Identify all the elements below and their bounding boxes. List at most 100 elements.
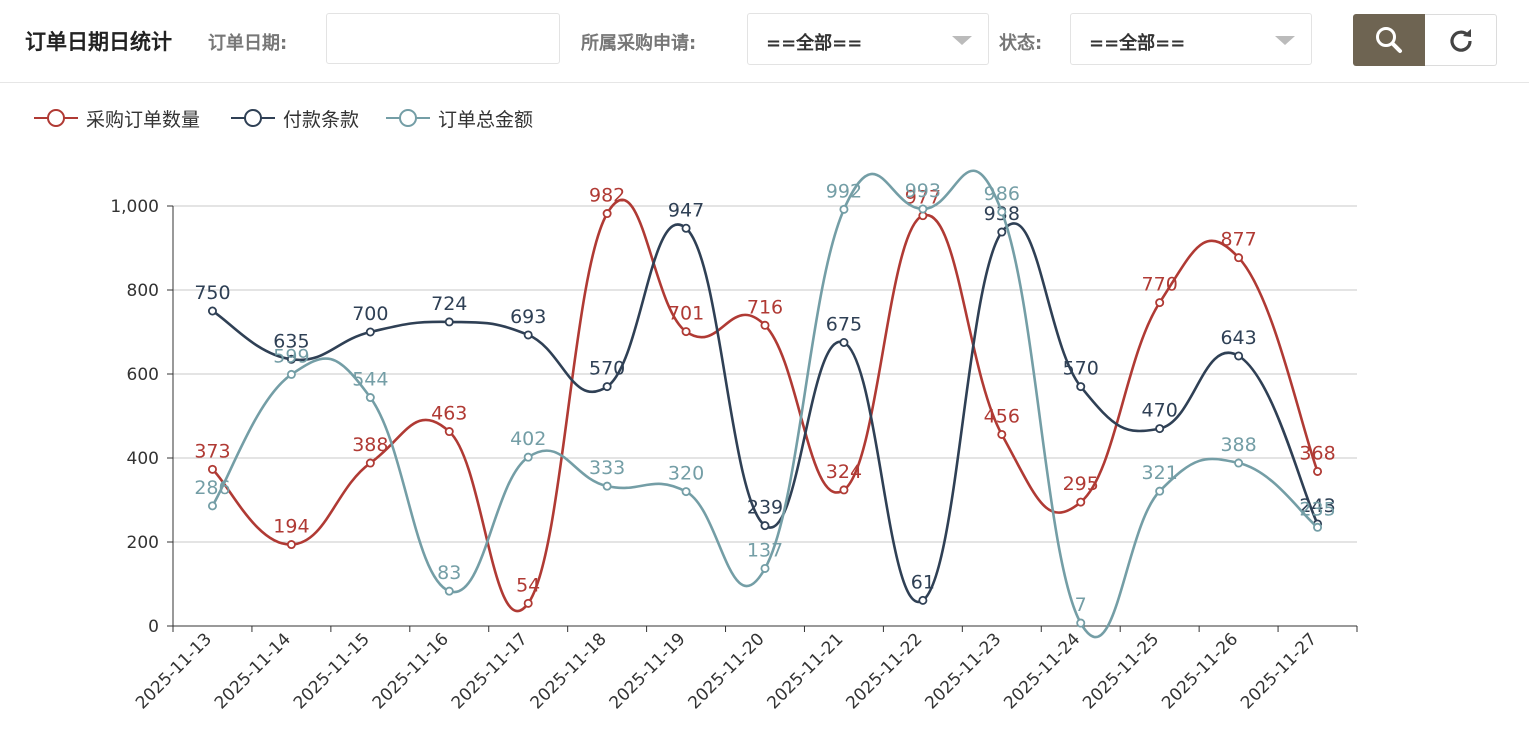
status-select[interactable]: ==全部== <box>1070 13 1312 65</box>
series-line-1 <box>211 198 1319 613</box>
x-tick-label: 2025-11-15 <box>290 629 374 713</box>
data-point[interactable] <box>1155 424 1165 434</box>
data-label: 992 <box>826 180 862 202</box>
data-point[interactable] <box>997 429 1007 439</box>
data-point[interactable] <box>1076 497 1086 507</box>
data-label: 54 <box>516 574 540 596</box>
legend-marker-series-3 <box>386 109 430 127</box>
data-point[interactable] <box>839 485 849 495</box>
legend-item-series-3[interactable]: 订单总金额 <box>386 104 546 132</box>
x-tick-label: 2025-11-27 <box>1237 629 1321 713</box>
data-point[interactable] <box>602 209 612 219</box>
data-point[interactable] <box>444 586 454 596</box>
status-label: 状态: <box>999 33 1043 54</box>
data-point[interactable] <box>760 521 770 531</box>
legend-marker-series-2 <box>231 109 275 127</box>
refresh-button[interactable] <box>1425 14 1497 66</box>
data-point[interactable] <box>286 540 296 550</box>
data-point[interactable] <box>207 501 217 511</box>
data-point[interactable] <box>681 223 691 233</box>
data-point[interactable] <box>681 327 691 337</box>
data-point[interactable] <box>760 563 770 573</box>
data-label: 239 <box>747 497 783 519</box>
x-tick-label: 2025-11-19 <box>606 629 690 713</box>
x-tick-label: 2025-11-24 <box>1000 629 1084 713</box>
data-point[interactable] <box>523 598 533 608</box>
data-label: 750 <box>194 282 230 304</box>
purchase-request-select[interactable]: ==全部== <box>747 13 989 65</box>
legend-item-series-1[interactable]: 采购订单数量 <box>34 104 214 132</box>
x-tick-label: 2025-11-16 <box>369 629 453 713</box>
chevron-down-icon <box>1275 36 1295 45</box>
data-point[interactable] <box>1155 298 1165 308</box>
data-label: 993 <box>905 180 941 202</box>
data-label: 570 <box>589 358 625 380</box>
data-point[interactable] <box>1076 382 1086 392</box>
data-point[interactable] <box>365 458 375 468</box>
x-tick-label: 2025-11-25 <box>1079 629 1163 713</box>
legend-label: 采购订单数量 <box>86 109 201 131</box>
data-label: 675 <box>826 314 862 336</box>
data-point[interactable] <box>365 327 375 337</box>
data-point[interactable] <box>444 427 454 437</box>
data-point[interactable] <box>681 487 691 497</box>
data-label: 388 <box>1220 434 1256 456</box>
data-point[interactable] <box>1234 458 1244 468</box>
line-chart: 02004006008001,0002025-11-132025-11-1420… <box>110 169 1358 713</box>
data-label: 137 <box>747 539 783 561</box>
data-point[interactable] <box>1155 486 1165 496</box>
data-point[interactable] <box>918 204 928 214</box>
data-point[interactable] <box>997 227 1007 237</box>
y-tick-label: 0 <box>148 617 159 637</box>
data-point[interactable] <box>602 481 612 491</box>
data-label: 388 <box>352 434 388 456</box>
data-point[interactable] <box>1234 253 1244 263</box>
data-label: 235 <box>1299 498 1335 520</box>
data-point[interactable] <box>1313 466 1323 476</box>
data-point[interactable] <box>207 306 217 316</box>
x-tick-label: 2025-11-22 <box>842 629 926 713</box>
data-label: 243 <box>1299 495 1335 517</box>
data-point[interactable] <box>918 595 928 605</box>
chevron-down-icon <box>952 36 972 45</box>
legend-marker-series-1 <box>34 109 78 127</box>
data-point[interactable] <box>997 207 1007 217</box>
data-point[interactable] <box>523 330 533 340</box>
x-tick-label: 2025-11-20 <box>685 629 769 713</box>
x-tick-label: 2025-11-18 <box>527 629 611 713</box>
search-button[interactable] <box>1353 14 1425 66</box>
data-point[interactable] <box>444 317 454 327</box>
data-point[interactable] <box>1234 351 1244 361</box>
page-title: 订单日期日统计 <box>25 30 172 54</box>
data-label: 470 <box>1142 400 1178 422</box>
data-point[interactable] <box>1076 618 1086 628</box>
data-label: 463 <box>431 403 467 425</box>
data-label: 321 <box>1142 462 1178 484</box>
y-tick-label: 400 <box>127 449 159 469</box>
data-point[interactable] <box>365 393 375 403</box>
data-point[interactable] <box>286 354 296 364</box>
series-line-2 <box>211 222 1319 604</box>
data-point[interactable] <box>286 369 296 379</box>
purchase-request-value: ==全部== <box>766 33 863 54</box>
data-label: 700 <box>352 303 388 325</box>
filter-toolbar: 订单日期日统计 订单日期: 所属采购申请: ==全部== 状态: ==全部== <box>0 0 1529 83</box>
legend-item-series-2[interactable]: 付款条款 <box>231 104 371 132</box>
refresh-icon <box>1450 29 1472 52</box>
data-label: 320 <box>668 463 704 485</box>
x-tick-label: 2025-11-26 <box>1158 629 1242 713</box>
data-point[interactable] <box>1313 522 1323 532</box>
data-label: 402 <box>510 428 546 450</box>
data-label: 7 <box>1075 594 1087 616</box>
order-date-input[interactable] <box>326 13 560 64</box>
data-label: 877 <box>1220 229 1256 251</box>
data-label: 986 <box>984 183 1020 205</box>
data-point[interactable] <box>839 204 849 214</box>
search-icon <box>1376 27 1402 53</box>
data-point[interactable] <box>523 452 533 462</box>
data-point[interactable] <box>839 337 849 347</box>
data-point[interactable] <box>602 382 612 392</box>
data-point[interactable] <box>207 464 217 474</box>
data-label: 635 <box>273 330 309 352</box>
data-point[interactable] <box>760 320 770 330</box>
